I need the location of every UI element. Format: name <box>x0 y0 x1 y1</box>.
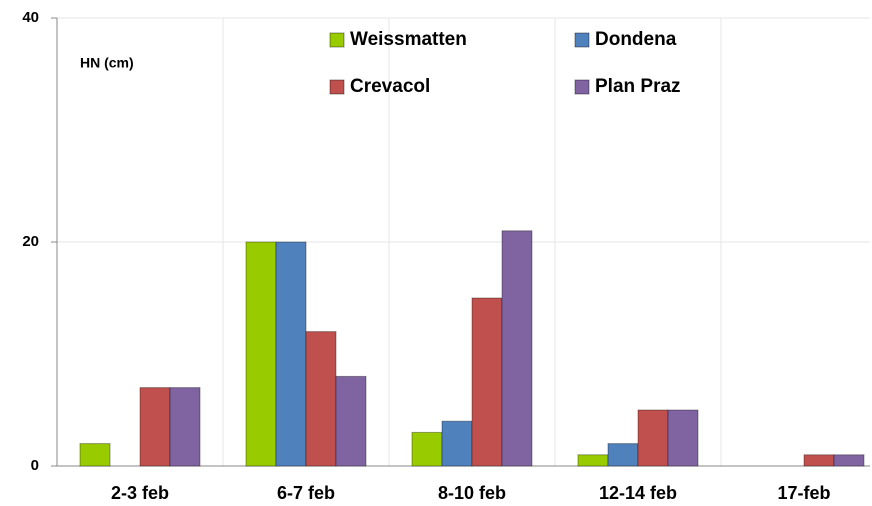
bar <box>305 331 337 467</box>
legend-label: Plan Praz <box>595 76 681 97</box>
x-tick-label: 12-14 feb <box>599 483 677 503</box>
x-tick-label: 8-10 feb <box>438 483 506 503</box>
x-tick-label: 6-7 feb <box>277 483 335 503</box>
bar <box>471 297 503 467</box>
x-tick-label: 2-3 feb <box>111 483 169 503</box>
bar <box>411 431 443 467</box>
bar <box>803 454 835 467</box>
bar <box>637 409 669 467</box>
bar <box>79 443 111 467</box>
bar <box>441 420 473 467</box>
legend-swatch <box>329 79 345 95</box>
bar <box>275 241 307 467</box>
y-tick-label: 40 <box>22 9 39 26</box>
bar <box>833 454 865 467</box>
legend-label: Crevacol <box>350 76 430 97</box>
legend-label: Dondena <box>595 29 677 50</box>
bar <box>577 454 609 467</box>
legend-swatch <box>574 79 590 95</box>
y-axis-label: HN (cm) <box>80 55 134 71</box>
y-tick-label: 20 <box>22 233 39 250</box>
legend-swatch <box>574 32 590 48</box>
legend-swatch <box>329 32 345 48</box>
bar <box>335 375 367 467</box>
bar <box>245 241 277 467</box>
y-tick-label: 0 <box>31 457 39 474</box>
x-tick-label: 17-feb <box>777 483 830 503</box>
bar <box>139 387 171 467</box>
bar <box>607 443 639 467</box>
bar <box>501 230 533 467</box>
bar <box>667 409 699 467</box>
bar <box>169 387 201 467</box>
legend-label: Weissmatten <box>350 29 467 50</box>
